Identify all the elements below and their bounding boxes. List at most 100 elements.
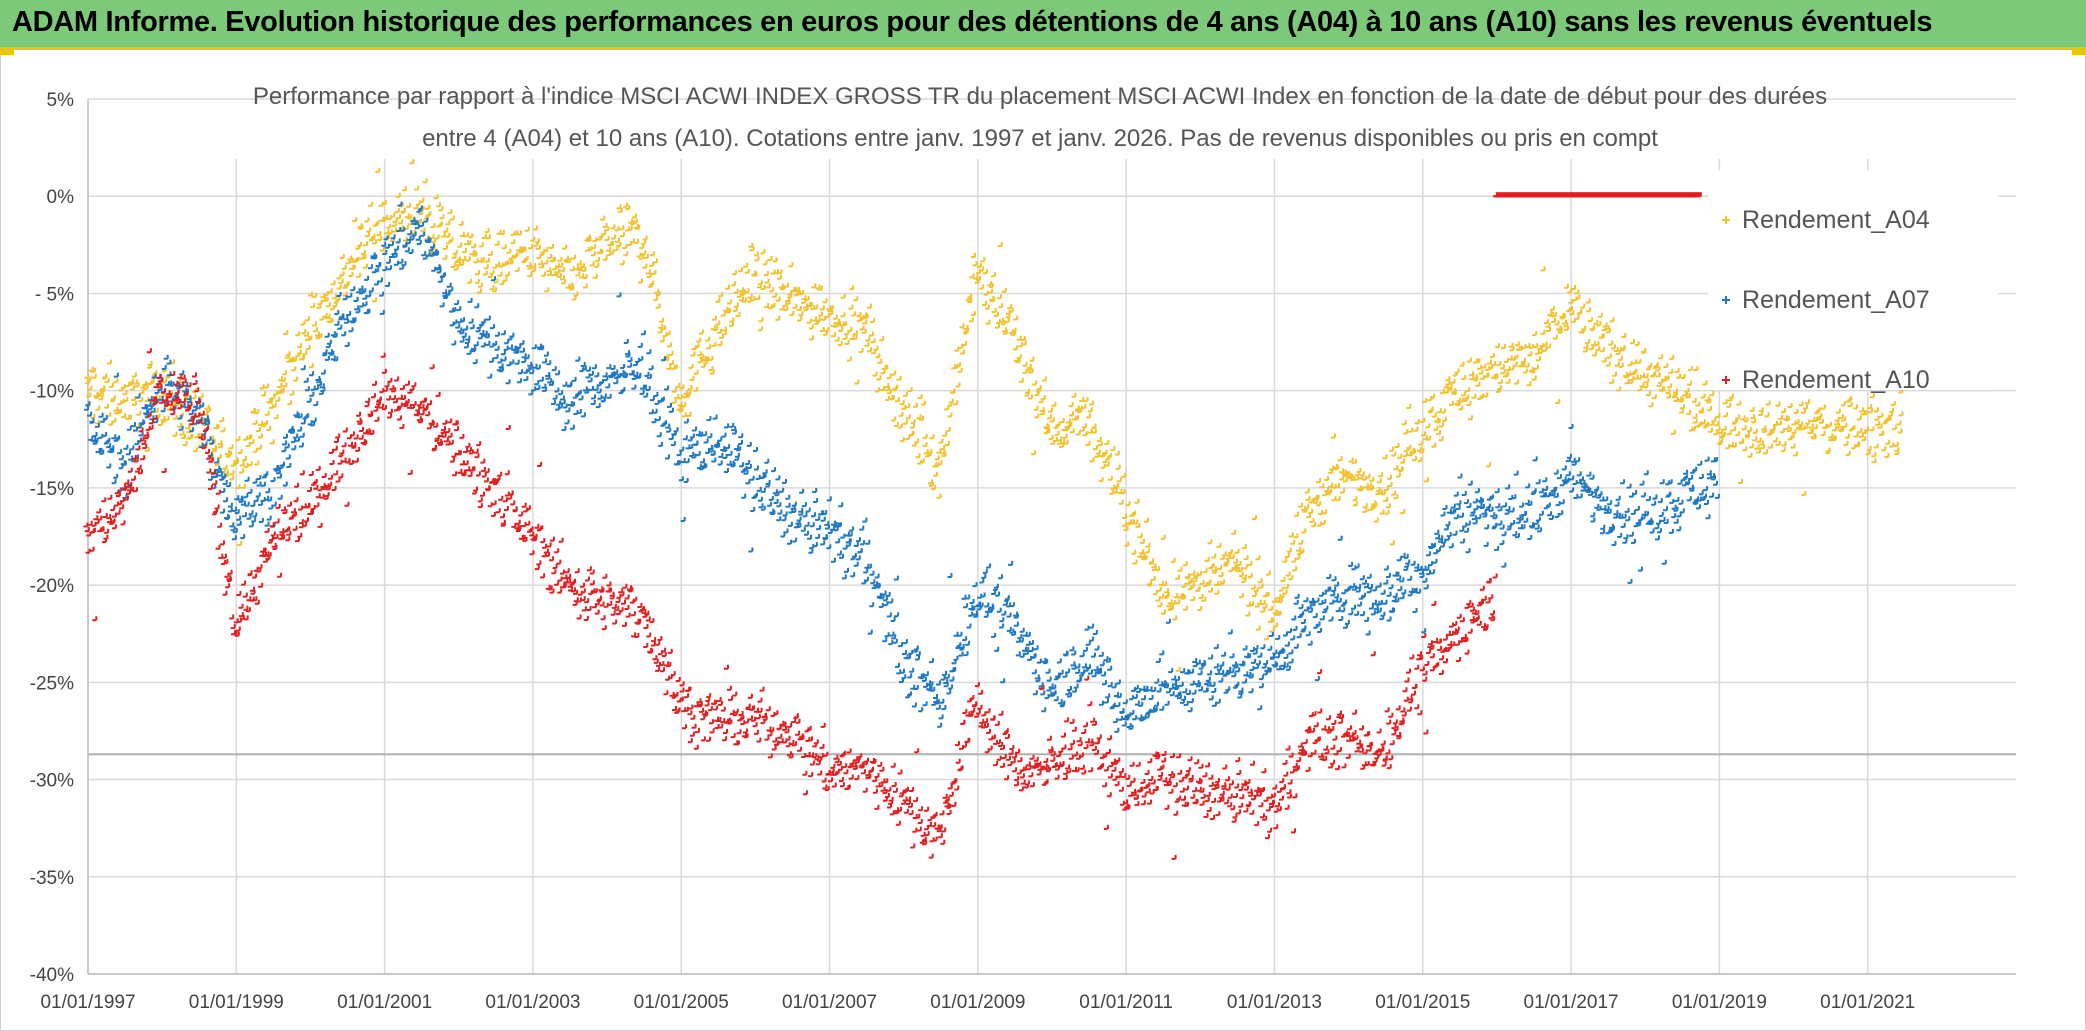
- data-point: [1643, 470, 1649, 476]
- data-point: [1604, 325, 1610, 331]
- data-point: [1188, 775, 1194, 780]
- data-point: [1185, 574, 1191, 580]
- data-point: [1893, 441, 1899, 447]
- data-point: [1277, 598, 1283, 604]
- data-point: [280, 377, 286, 382]
- data-point: [1208, 774, 1214, 780]
- data-point: [1486, 578, 1492, 584]
- data-point: [988, 283, 994, 288]
- data-point: [737, 267, 743, 273]
- data-point: [1314, 676, 1320, 682]
- data-point: [785, 494, 791, 500]
- data-point: [411, 401, 417, 406]
- data-point: [767, 256, 773, 261]
- data-point: [1526, 381, 1532, 387]
- data-point: [1239, 660, 1245, 666]
- data-point: [253, 566, 259, 572]
- data-point: [853, 542, 859, 547]
- data-point: [1125, 501, 1131, 507]
- data-point: [1386, 719, 1392, 725]
- data-point: [1123, 525, 1129, 531]
- data-point: [712, 414, 718, 420]
- data-point: [899, 437, 905, 443]
- data-point: [1575, 457, 1581, 463]
- data-point: [352, 217, 358, 223]
- data-point: [470, 250, 476, 255]
- data-point: [1466, 600, 1472, 606]
- data-point: [786, 751, 792, 757]
- data-point: [620, 364, 626, 369]
- data-point: [809, 522, 815, 528]
- data-point: [1198, 594, 1204, 599]
- data-point: [1081, 403, 1087, 409]
- data-point: [833, 754, 839, 760]
- data-point: [1296, 633, 1302, 639]
- data-point: [503, 345, 509, 351]
- data-point: [156, 373, 162, 379]
- data-point: [644, 371, 650, 377]
- data-point: [1568, 298, 1574, 304]
- data-point: [1750, 414, 1756, 420]
- data-point: [912, 827, 918, 833]
- data-point: [1561, 319, 1567, 325]
- data-point: [1207, 539, 1213, 545]
- data-point: [1147, 758, 1153, 764]
- data-point: [616, 242, 622, 247]
- data-point: [683, 478, 689, 483]
- data-point: [1569, 310, 1575, 316]
- data-point: [1873, 407, 1879, 413]
- data-point: [1068, 402, 1074, 408]
- data-point: [1497, 520, 1503, 526]
- data-point: [929, 434, 935, 440]
- data-point: [317, 300, 323, 306]
- data-point: [1181, 582, 1187, 588]
- data-point: [1666, 491, 1672, 497]
- data-point: [299, 432, 305, 438]
- data-point: [372, 297, 378, 303]
- data-point: [1372, 502, 1378, 508]
- data-point: [895, 820, 901, 826]
- data-point: [890, 762, 896, 768]
- data-point: [253, 497, 259, 502]
- data-point: [937, 833, 943, 839]
- data-point: [224, 514, 230, 519]
- data-point: [1835, 423, 1841, 429]
- data-point: [1017, 757, 1023, 763]
- data-point: [1781, 408, 1786, 414]
- data-point: [1622, 372, 1628, 378]
- data-point: [172, 414, 178, 420]
- data-point: [1171, 854, 1177, 860]
- data-point: [1490, 610, 1496, 616]
- data-point: [772, 292, 778, 298]
- data-point: [941, 705, 947, 711]
- data-point: [1571, 285, 1577, 290]
- data-point: [1204, 556, 1210, 562]
- data-point: [1184, 573, 1190, 579]
- data-point: [1265, 834, 1270, 840]
- data-point: [1214, 589, 1220, 595]
- data-point: [459, 260, 465, 266]
- data-point: [181, 434, 187, 439]
- data-point: [304, 331, 309, 337]
- data-point: [1595, 346, 1601, 352]
- data-point: [1354, 610, 1360, 616]
- data-point: [1431, 412, 1437, 418]
- data-point: [399, 385, 405, 390]
- data-point: [1077, 676, 1083, 682]
- data-point: [622, 244, 628, 250]
- data-point: [1761, 427, 1767, 433]
- data-point: [796, 305, 802, 311]
- data-point: [851, 311, 857, 317]
- data-point: [1040, 395, 1046, 401]
- data-point: [1555, 501, 1561, 507]
- data-point: [1309, 518, 1315, 523]
- data-point: [474, 453, 480, 459]
- data-point: [1238, 567, 1244, 573]
- data-point: [127, 414, 133, 420]
- data-point: [1856, 415, 1862, 421]
- data-point: [1296, 757, 1302, 763]
- data-point: [1096, 437, 1102, 443]
- data-point: [500, 330, 506, 336]
- data-point: [1091, 652, 1096, 658]
- data-point: [1484, 372, 1490, 378]
